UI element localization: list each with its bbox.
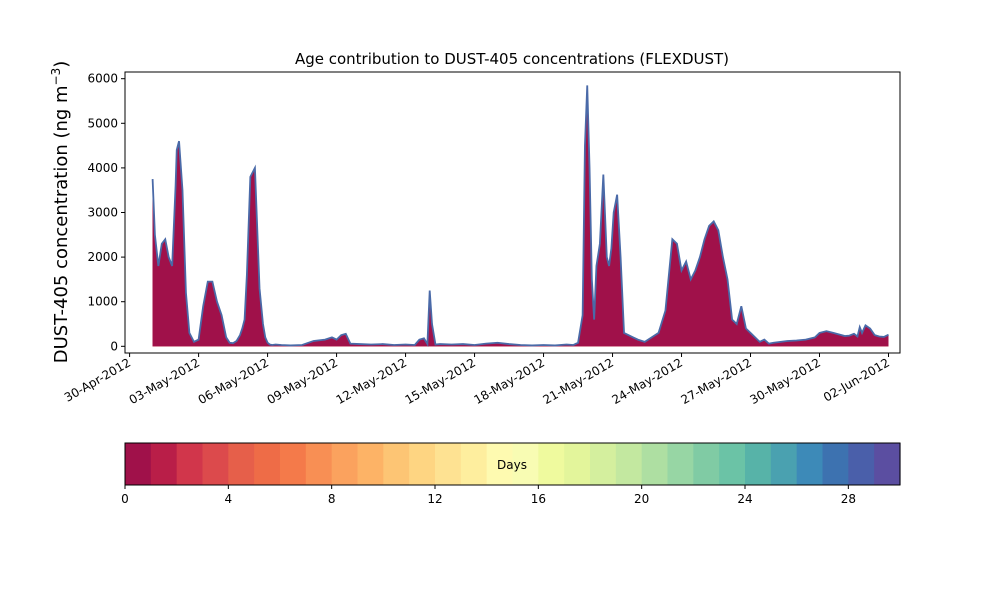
age-band-area-10 <box>152 86 889 347</box>
colorbar-tick-label: 12 <box>427 492 442 506</box>
colorbar-bin-20 <box>641 443 669 485</box>
x-tick-label: 21-May-2012 <box>541 355 616 407</box>
x-tick-label: 15-May-2012 <box>403 355 478 407</box>
x-tick-label: 24-May-2012 <box>610 355 685 407</box>
y-axis-label-close: ) <box>51 61 72 68</box>
x-tick-label: 30-Apr-2012 <box>62 355 133 404</box>
colorbar-bin-11 <box>409 443 436 485</box>
age-band-area-12 <box>152 87 889 347</box>
colorbar-bin-27 <box>822 443 849 485</box>
colorbar-bin-26 <box>796 443 824 485</box>
colorbar-tick-label: 0 <box>121 492 129 506</box>
age-band-area-19 <box>152 106 889 347</box>
y-tick-label: 5000 <box>87 116 118 130</box>
y-axis-label-superscript: −3 <box>49 68 63 86</box>
chart-title: Age contribution to DUST-405 concentrati… <box>295 50 729 68</box>
age-band-area-22 <box>152 132 889 347</box>
age-band-area-3 <box>152 85 889 347</box>
x-axis: 30-Apr-201203-May-201206-May-201209-May-… <box>62 353 892 407</box>
age-band-area-5 <box>152 85 889 347</box>
age-band-area-14 <box>152 89 889 347</box>
colorbar <box>124 442 901 486</box>
colorbar-bin-9 <box>357 443 384 485</box>
colorbar-bin-3 <box>202 443 229 485</box>
colorbar-bin-8 <box>331 443 359 485</box>
y-tick-label: 4000 <box>87 161 118 175</box>
colorbar-bin-4 <box>228 443 255 485</box>
age-band-area-8 <box>152 85 889 347</box>
y-axis-label: DUST-405 concentration (ng m−3) <box>49 61 72 364</box>
y-axis-label-main: DUST-405 concentration (ng m <box>51 85 72 363</box>
colorbar-bin-24 <box>745 443 772 485</box>
y-tick-label: 1000 <box>87 295 118 309</box>
y-tick-label: 2000 <box>87 250 118 264</box>
x-tick-label: 27-May-2012 <box>679 355 754 407</box>
x-tick-label: 18-May-2012 <box>472 355 547 407</box>
age-band-area-11 <box>152 86 889 347</box>
x-tick-label: 02-Jun-2012 <box>821 355 892 404</box>
colorbar-bin-21 <box>667 443 694 485</box>
plot-frame <box>124 71 901 354</box>
colorbar-bin-19 <box>615 443 643 485</box>
total-line-group <box>151 85 889 348</box>
age-band-area-9 <box>152 85 889 347</box>
age-band-area-20 <box>152 113 889 347</box>
colorbar-bin-13 <box>460 443 488 485</box>
colorbar-bin-12 <box>435 443 462 485</box>
age-band-area-1 <box>152 85 889 347</box>
colorbar-bin-23 <box>719 443 746 485</box>
total-concentration-line <box>151 85 889 348</box>
colorbar-bin-0 <box>125 443 152 485</box>
colorbar-bin-10 <box>383 443 410 485</box>
y-tick-label: 3000 <box>87 206 118 220</box>
colorbar-label: Days <box>497 458 527 472</box>
colorbar-tick-label: 20 <box>634 492 649 506</box>
colorbar-tick-label: 24 <box>737 492 752 506</box>
colorbar-bin-25 <box>770 443 798 485</box>
colorbar-bin-1 <box>150 443 178 485</box>
colorbar-ticks: 0 4 8 12 16 20 24 28 <box>121 485 856 506</box>
colorbar-bin-28 <box>848 443 875 485</box>
age-band-area-7 <box>152 85 889 347</box>
x-tick-label: 06-May-2012 <box>196 355 271 407</box>
age-band-area-6 <box>152 85 889 347</box>
colorbar-bin-7 <box>305 443 333 485</box>
y-tick-label: 0 <box>110 339 118 353</box>
colorbar-bin-2 <box>176 443 204 485</box>
colorbar-bin-6 <box>280 443 307 485</box>
colorbar-bin-16 <box>538 443 565 485</box>
y-tick-label: 6000 <box>87 72 118 86</box>
x-tick-label: 09-May-2012 <box>265 355 340 407</box>
colorbar-tick-label: 28 <box>841 492 856 506</box>
y-axis: 0 1000 2000 3000 4000 5000 6000 <box>87 72 125 353</box>
age-band-area-4 <box>152 85 889 347</box>
colorbar-tick-label: 16 <box>531 492 546 506</box>
colorbar-bin-15 <box>512 443 539 485</box>
x-tick-label: 03-May-2012 <box>127 355 202 407</box>
age-band-area-2 <box>152 85 889 347</box>
x-tick-label: 30-May-2012 <box>748 355 823 407</box>
age-band-area-13 <box>152 88 889 347</box>
colorbar-tick-label: 8 <box>328 492 336 506</box>
colorbar-bin-5 <box>254 443 281 485</box>
age-band-area-18 <box>152 101 889 347</box>
age-band-area-0 <box>152 85 889 347</box>
colorbar-bin-29 <box>874 443 901 485</box>
age-band-area-16 <box>152 93 889 347</box>
colorbar-frame <box>124 442 901 486</box>
age-band-areas <box>152 85 889 347</box>
colorbar-tick-label: 4 <box>225 492 233 506</box>
age-band-area-15 <box>152 91 889 347</box>
colorbar-bin-22 <box>693 443 720 485</box>
colorbar-bin-17 <box>564 443 591 485</box>
age-band-area-21 <box>152 122 889 347</box>
colorbar-bin-14 <box>486 443 514 485</box>
colorbar-bin-18 <box>590 443 617 485</box>
x-tick-label: 12-May-2012 <box>334 355 409 407</box>
age-band-area-17 <box>152 96 889 347</box>
